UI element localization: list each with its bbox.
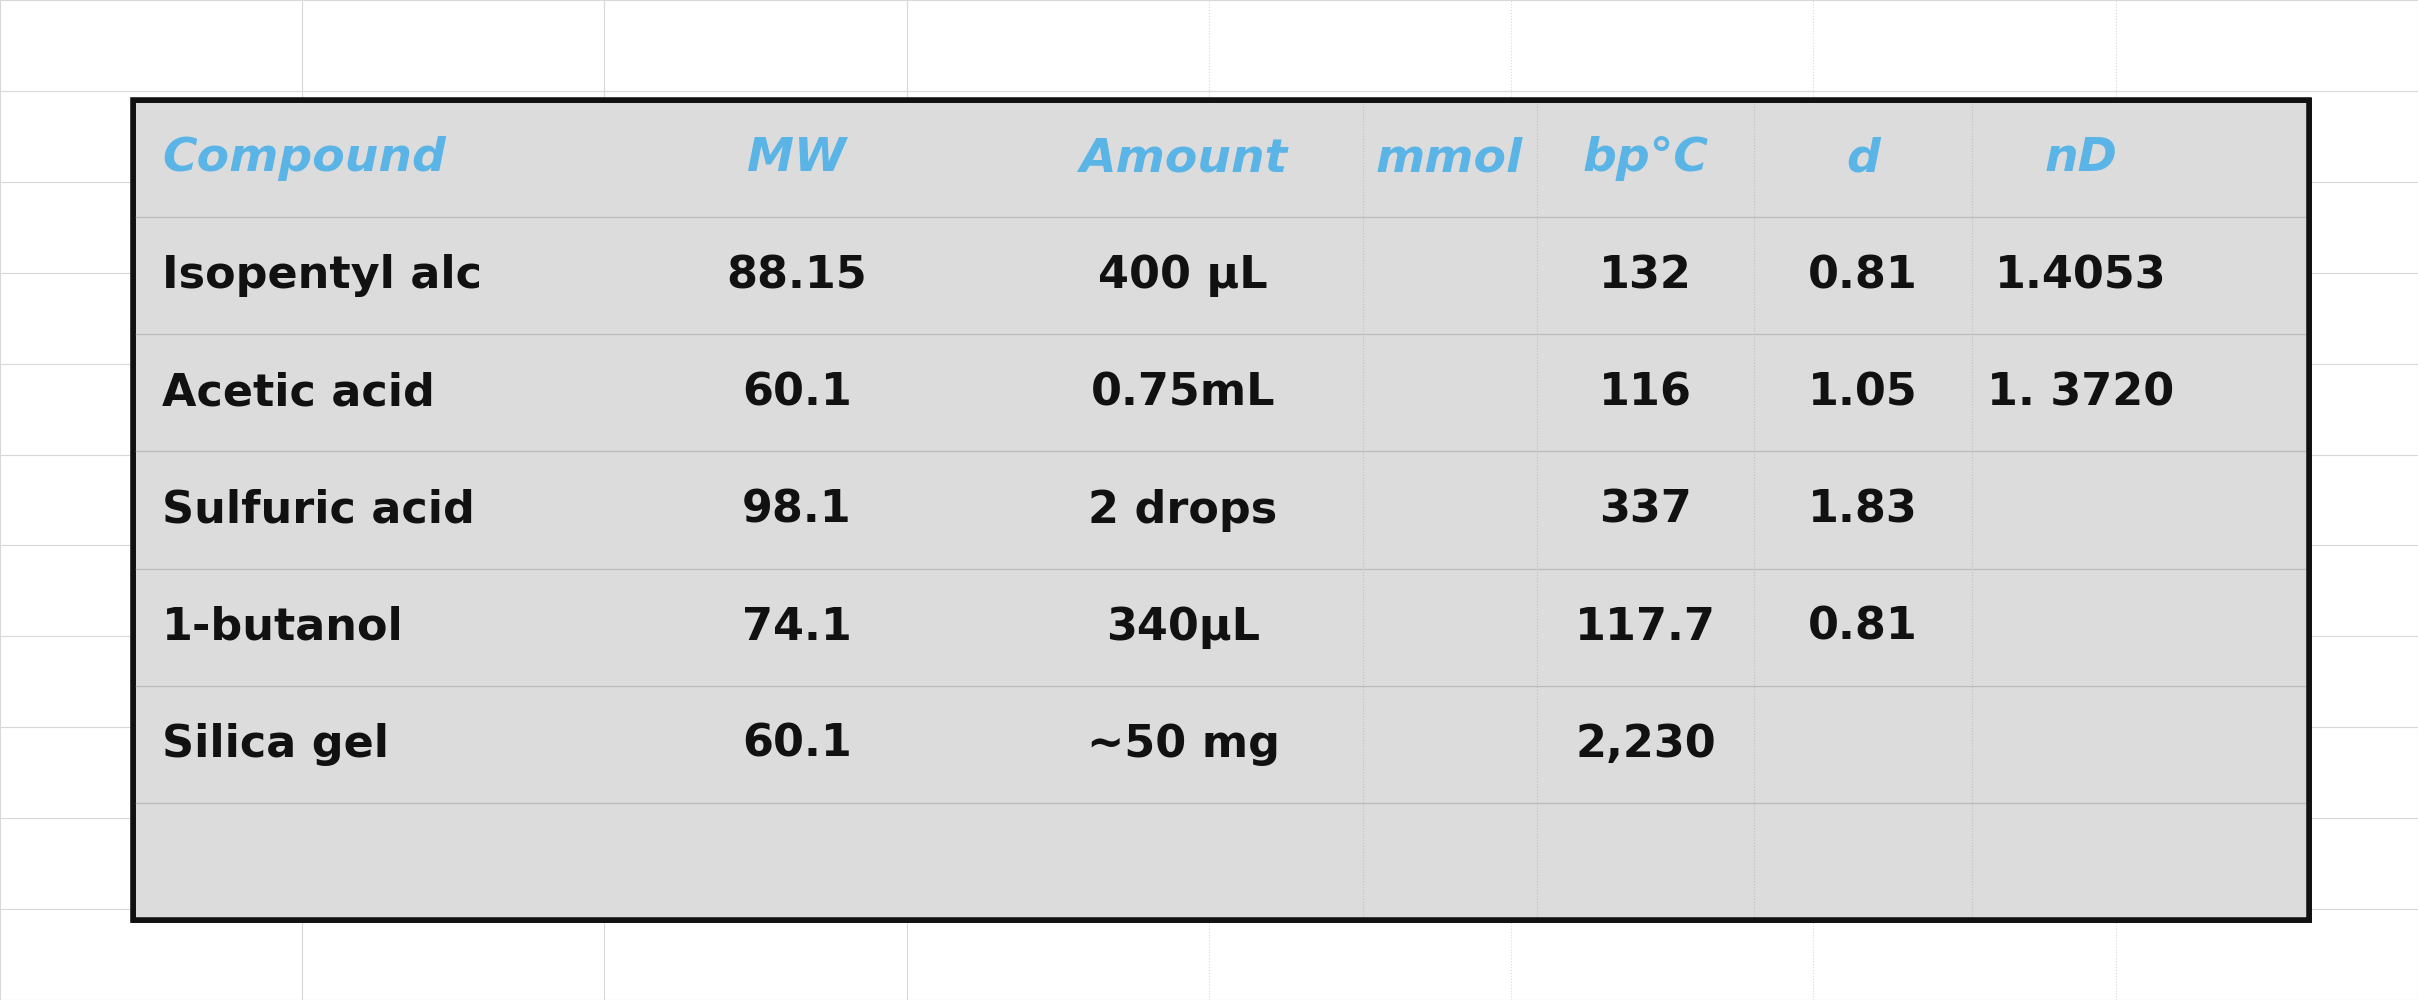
Text: 1.83: 1.83 (1809, 488, 1917, 532)
Text: ~50 mg: ~50 mg (1086, 723, 1279, 766)
Text: Silica gel: Silica gel (162, 723, 389, 766)
Text: d: d (1845, 136, 1881, 181)
Text: 116: 116 (1598, 371, 1693, 414)
Text: 60.1: 60.1 (742, 723, 851, 766)
Text: Sulfuric acid: Sulfuric acid (162, 488, 474, 532)
Text: 88.15: 88.15 (725, 254, 868, 297)
Text: MW: MW (747, 136, 846, 181)
Text: 132: 132 (1598, 254, 1693, 297)
FancyBboxPatch shape (133, 100, 2309, 920)
Text: 2,230: 2,230 (1574, 723, 1717, 766)
Text: 340μL: 340μL (1105, 606, 1260, 649)
Text: 0.75mL: 0.75mL (1091, 371, 1274, 414)
Text: bp°C: bp°C (1581, 136, 1710, 181)
Text: nD: nD (2043, 136, 2118, 181)
Text: 1-butanol: 1-butanol (162, 606, 404, 649)
Text: Acetic acid: Acetic acid (162, 371, 435, 414)
Text: mmol: mmol (1376, 136, 1523, 181)
Text: 74.1: 74.1 (742, 606, 851, 649)
Text: 1.05: 1.05 (1809, 371, 1917, 414)
Text: 337: 337 (1598, 488, 1693, 532)
Text: 60.1: 60.1 (742, 371, 851, 414)
Text: Compound: Compound (162, 136, 445, 181)
Text: 1.4053: 1.4053 (1995, 254, 2167, 297)
Text: Amount: Amount (1078, 136, 1286, 181)
Text: 117.7: 117.7 (1574, 606, 1717, 649)
Text: 2 drops: 2 drops (1088, 488, 1277, 532)
Text: 1. 3720: 1. 3720 (1988, 371, 2174, 414)
Text: Isopentyl alc: Isopentyl alc (162, 254, 481, 297)
Text: 0.81: 0.81 (1809, 606, 1917, 649)
Text: 400 μL: 400 μL (1098, 254, 1267, 297)
Text: 0.81: 0.81 (1809, 254, 1917, 297)
Text: 98.1: 98.1 (742, 488, 851, 532)
